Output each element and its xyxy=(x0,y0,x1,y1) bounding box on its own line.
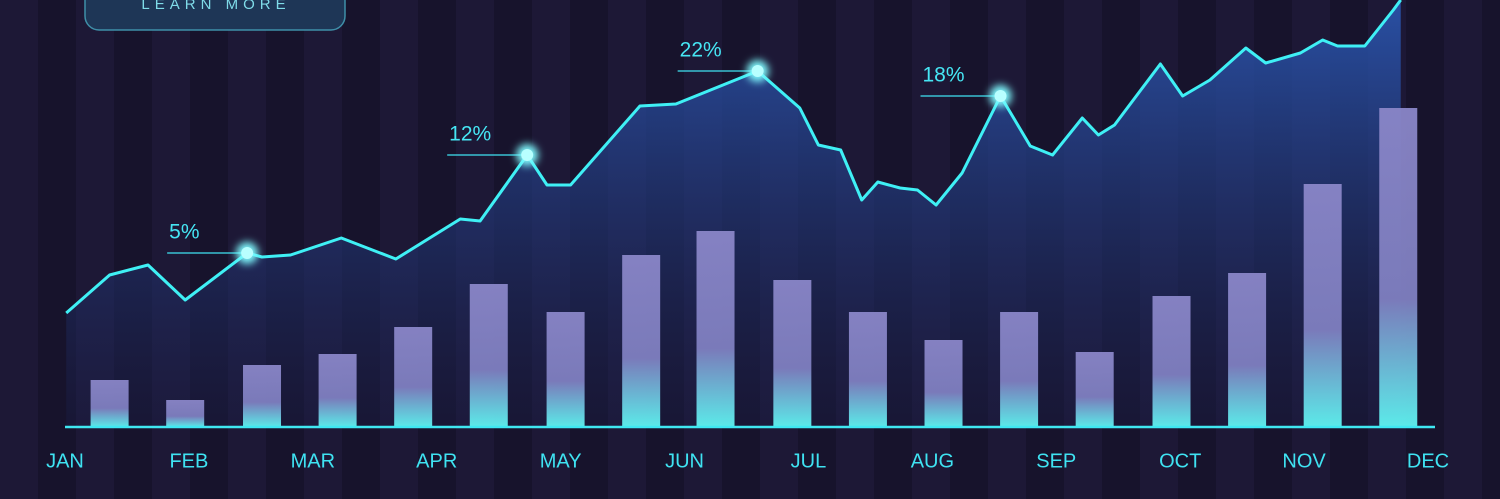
x-tick-label: OCT xyxy=(1159,450,1201,472)
x-tick-label: JUN xyxy=(665,450,704,472)
bar xyxy=(773,280,812,427)
bar xyxy=(166,400,205,427)
button-label[interactable]: LEARN MORE xyxy=(141,0,290,13)
highlight-point xyxy=(241,247,254,259)
bar xyxy=(1075,352,1114,427)
bar xyxy=(924,340,963,427)
plot: 5% 12% 22% 18% JAN FEB MAR APR MAY JUN JUL AUG SEP OC… xyxy=(46,0,1449,472)
x-tick-label: JAN xyxy=(46,450,84,472)
x-tick-label: APR xyxy=(416,450,457,472)
bar xyxy=(696,231,735,427)
highlight-point xyxy=(751,65,764,77)
bar xyxy=(243,365,282,427)
x-tick-label: MAR xyxy=(291,450,335,472)
x-tick-label: SEP xyxy=(1036,450,1076,472)
bar xyxy=(469,284,508,427)
x-tick-label: AUG xyxy=(911,450,954,472)
annotation: 12% xyxy=(449,123,491,146)
bar xyxy=(546,312,585,427)
bar xyxy=(1000,312,1039,427)
learn-more-button[interactable] xyxy=(84,0,346,31)
bar xyxy=(848,312,887,427)
bar xyxy=(90,380,129,427)
bar xyxy=(394,327,433,427)
bar xyxy=(318,354,357,427)
area xyxy=(66,0,1401,427)
annotation: 18% xyxy=(923,64,965,87)
x-tick-label: JUL xyxy=(791,450,827,472)
line xyxy=(65,0,1402,315)
x-tick-label: DEC xyxy=(1407,450,1449,472)
bar xyxy=(1152,296,1191,427)
annotation: 5% xyxy=(169,221,199,244)
x-tick-label: NOV xyxy=(1282,450,1326,472)
annotation: 22% xyxy=(680,39,722,62)
highlight-point xyxy=(994,90,1007,102)
bar xyxy=(622,255,661,427)
x-tick-label: FEB xyxy=(169,450,208,472)
bar xyxy=(1303,184,1342,427)
bar xyxy=(1379,108,1418,427)
highlight-point xyxy=(521,149,534,161)
x-tick-label: MAY xyxy=(540,450,582,472)
bar xyxy=(1228,273,1267,427)
